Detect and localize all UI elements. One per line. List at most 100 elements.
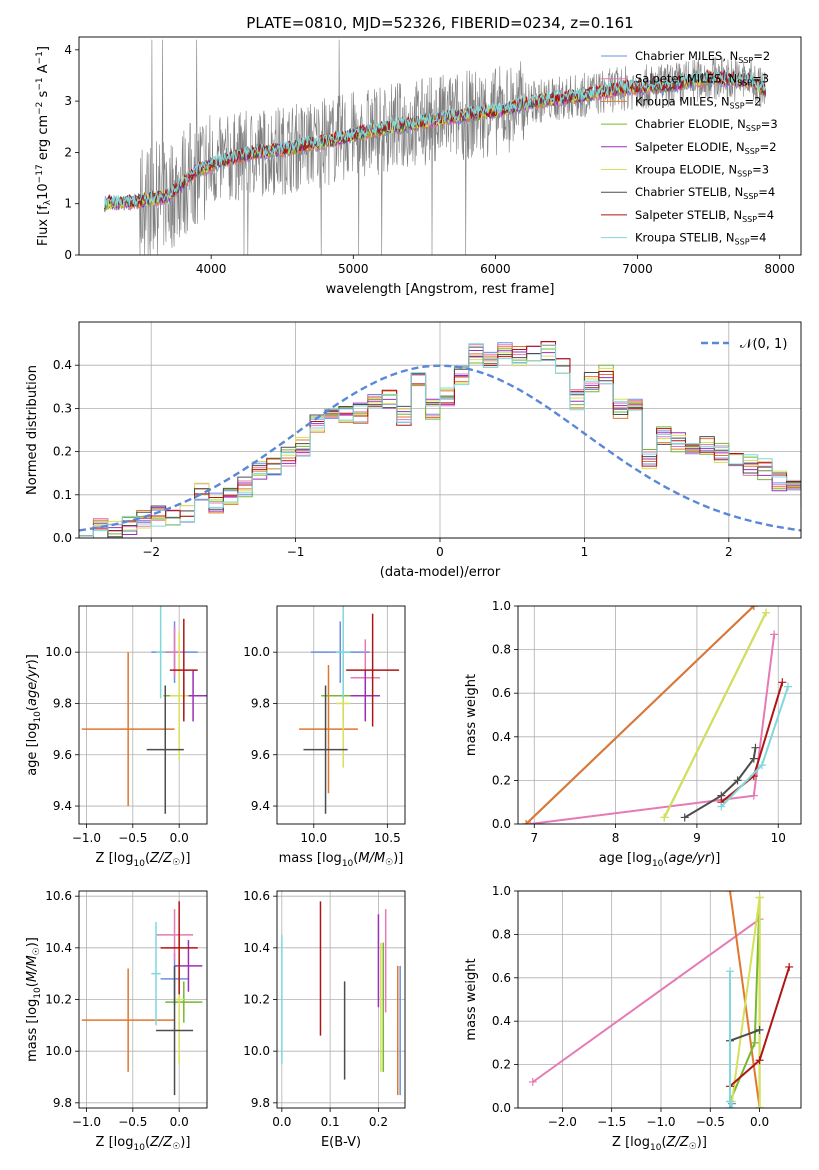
x-axis-label-part: Z [log bbox=[96, 1135, 134, 1150]
residual-histogram bbox=[79, 348, 801, 537]
axes-frame bbox=[517, 890, 802, 1109]
y-tick-label: 10.0 bbox=[243, 645, 270, 659]
panel-age_vs_mass: 10.0 10.5 9.4 9.6 9.8 10.0 mass [log10(M/M☉)] bbox=[243, 605, 406, 869]
y-tick-label: 0.4 bbox=[492, 730, 511, 744]
y-axis-label-part: erg cm bbox=[36, 115, 51, 164]
x-tick-label: 9 bbox=[693, 831, 701, 845]
y-axis-label-part: −1 bbox=[35, 77, 45, 90]
y-axis-label-part: A bbox=[36, 64, 51, 77]
y-tick-label: 10.0 bbox=[243, 1044, 270, 1058]
y-tick-label: 10.2 bbox=[243, 993, 270, 1007]
y-tick-label: 0.8 bbox=[492, 927, 511, 941]
y-tick-label: 10.6 bbox=[45, 889, 72, 903]
legend-label: Kroupa MILES, NSSP=2 bbox=[635, 94, 761, 110]
x-axis-label-part: Z [log bbox=[96, 851, 134, 866]
axes-frame bbox=[78, 36, 802, 256]
x-axis-label-part: M/M bbox=[358, 851, 385, 866]
x-axis-label-part: Z/Z bbox=[149, 851, 173, 866]
weight-line bbox=[532, 918, 761, 1083]
x-axis-label-part: mass [log bbox=[279, 851, 342, 866]
plot-area bbox=[522, 606, 792, 824]
weight-line bbox=[729, 1028, 760, 1042]
y-tick-label: 10.0 bbox=[45, 645, 72, 659]
plot-area bbox=[528, 891, 794, 1108]
legend-label-part: Chabrier STELIB, N bbox=[635, 185, 743, 199]
y-tick-label: 9.8 bbox=[251, 696, 270, 710]
x-axis-label-part: )] bbox=[710, 851, 720, 866]
x-axis-label: wavelength [Angstrom, rest frame] bbox=[326, 282, 555, 297]
x-tick-label: −0.5 bbox=[118, 831, 147, 845]
legend-label-part: SSP bbox=[745, 147, 760, 156]
y-axis-label-part: −2 bbox=[35, 102, 45, 115]
y-tick-label: 0 bbox=[64, 248, 72, 262]
x-tick-label: 7 bbox=[530, 831, 538, 845]
y-tick-label: 9.6 bbox=[53, 748, 72, 762]
y-tick-label: 0.0 bbox=[492, 817, 511, 831]
x-axis-label-part: Z [log bbox=[612, 1135, 650, 1150]
x-axis-label: Z [log10(Z/Z☉)] bbox=[96, 851, 191, 869]
spectrum-model-line bbox=[104, 70, 766, 209]
x-axis-label-part: ☉ bbox=[172, 1142, 180, 1152]
weight-marker bbox=[770, 630, 779, 639]
y-axis-label-part: M/M bbox=[25, 955, 40, 982]
y-axis-label-part: age/yr bbox=[25, 663, 40, 706]
y-axis-label-part: ☉ bbox=[32, 947, 42, 955]
y-tick-label: 1 bbox=[64, 197, 72, 211]
y-tick-label: 1.0 bbox=[492, 599, 511, 613]
x-axis-label: Z [log10(Z/Z☉)] bbox=[96, 1135, 191, 1153]
legend-label-part: Kroupa STELIB, N bbox=[635, 231, 735, 245]
x-axis-label-part: ( bbox=[353, 851, 358, 866]
x-tick-label: −1.0 bbox=[646, 1115, 675, 1129]
x-tick-label: 8000 bbox=[764, 262, 795, 276]
y-axis-label-part: ( bbox=[25, 706, 40, 711]
panel-age_vs_Z: −1.0 −0.5 0.09.49.69.810.0Z [log10(Z/Z☉)]a… bbox=[25, 605, 208, 869]
y-tick-label: 9.6 bbox=[251, 748, 270, 762]
legend-label-part: =2 bbox=[753, 49, 770, 63]
x-tick-label: 8 bbox=[612, 831, 620, 845]
legend-label-part: SSP bbox=[743, 192, 758, 201]
legend-label-part: =3 bbox=[752, 72, 769, 86]
x-tick-label: 5000 bbox=[338, 262, 369, 276]
x-axis-label-part: Z/Z bbox=[149, 1135, 173, 1150]
y-tick-label: 10.0 bbox=[45, 1044, 72, 1058]
weight-marker bbox=[726, 1097, 735, 1106]
x-axis-label-part: ☉ bbox=[689, 1142, 697, 1152]
x-axis-label-part: )] bbox=[180, 851, 190, 866]
weight-marker bbox=[727, 1104, 736, 1108]
legend-label-part: Kroupa MILES, N bbox=[635, 94, 730, 108]
weight-line bbox=[530, 634, 776, 824]
weight-marker bbox=[755, 1025, 764, 1034]
weight-marker bbox=[755, 1104, 764, 1108]
x-axis-label-part: Z/Z bbox=[666, 1135, 690, 1150]
y-axis-label-part: 10 bbox=[36, 183, 51, 200]
axes-frame bbox=[78, 890, 208, 1109]
x-tick-label: −2 bbox=[142, 545, 160, 559]
legend-label: Chabrier MILES, NSSP=2 bbox=[635, 49, 770, 65]
legend-label-part: SSP bbox=[746, 124, 761, 133]
legend-label-part: Chabrier ELODIE, N bbox=[635, 117, 746, 131]
x-tick-label: 6000 bbox=[480, 262, 511, 276]
weight-marker bbox=[750, 1038, 759, 1047]
legend-label-part: =3 bbox=[752, 163, 769, 177]
x-tick-label: 0.0 bbox=[170, 1115, 189, 1129]
y-tick-label: 10.4 bbox=[243, 941, 270, 955]
legend-label: Salpeter ELODIE, NSSP=2 bbox=[635, 140, 777, 156]
y-tick-label: 2 bbox=[64, 145, 72, 159]
y-tick-label: 0.4 bbox=[53, 358, 72, 372]
residual-histogram bbox=[79, 346, 801, 538]
axes-frame bbox=[276, 890, 406, 1109]
y-tick-label: 0.0 bbox=[53, 531, 72, 545]
y-axis-label-part: 10 bbox=[33, 711, 43, 723]
weight-marker bbox=[726, 967, 735, 976]
weight-marker bbox=[749, 754, 758, 763]
weight-marker bbox=[717, 802, 726, 811]
y-tick-label: 0.1 bbox=[53, 488, 72, 502]
legend-label: Salpeter STELIB, NSSP=4 bbox=[635, 208, 774, 224]
residual-histogram bbox=[79, 345, 801, 538]
legend-label-part: =4 bbox=[757, 208, 774, 222]
y-tick-label: 4 bbox=[64, 43, 72, 57]
residual-histogram bbox=[79, 343, 801, 537]
legend-label-part: SSP bbox=[737, 79, 752, 88]
weight-line bbox=[663, 612, 767, 818]
y-axis-label-part: ( bbox=[25, 982, 40, 987]
